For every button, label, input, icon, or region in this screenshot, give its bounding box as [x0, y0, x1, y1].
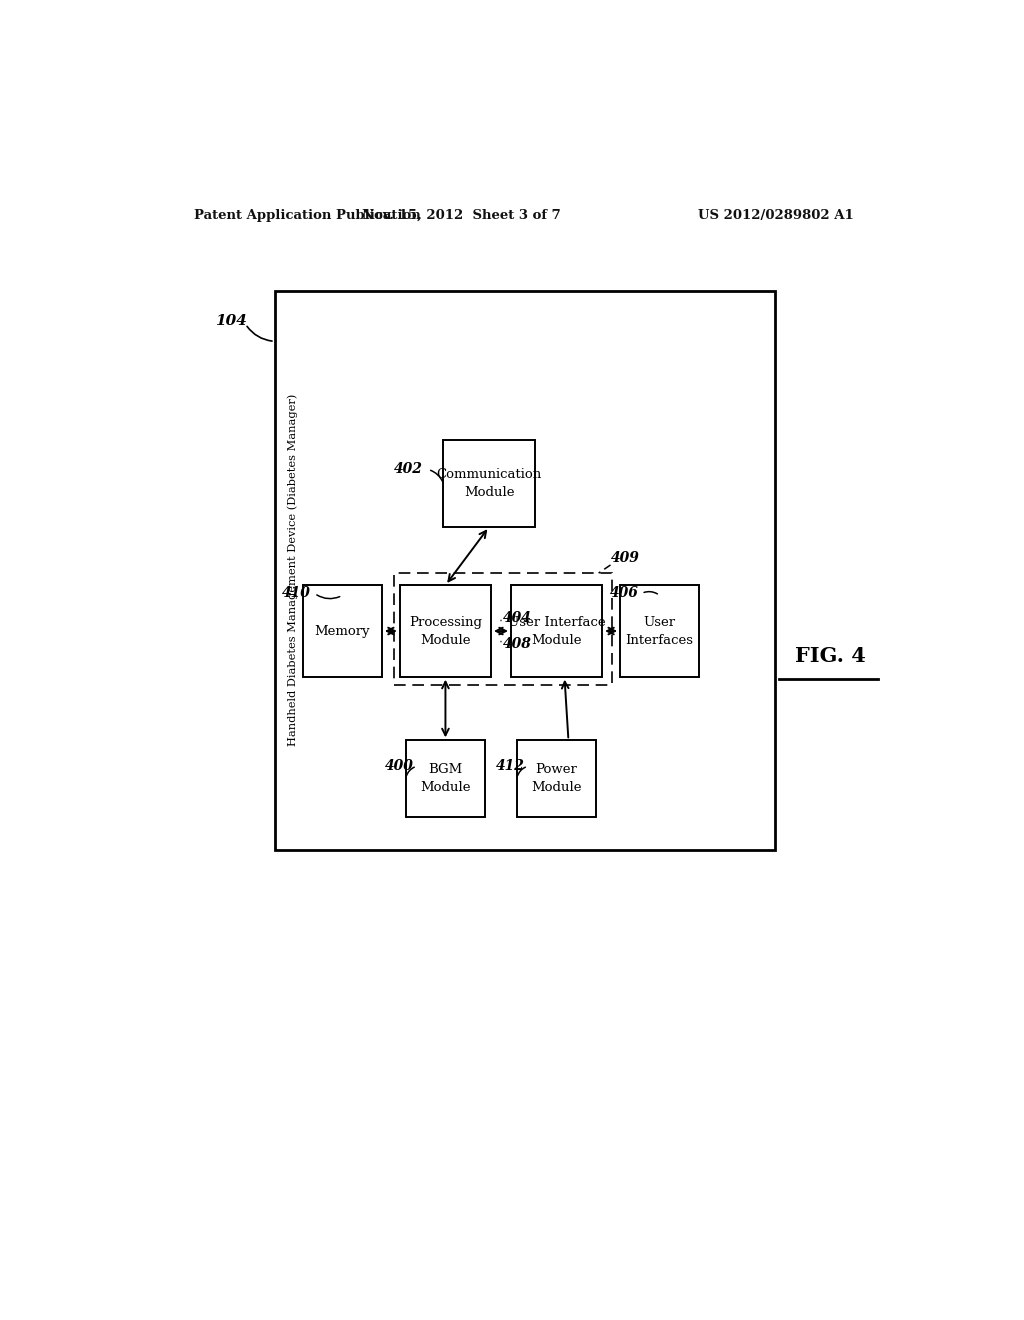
Text: 410: 410	[282, 586, 310, 601]
Bar	[303, 585, 382, 677]
Text: Communication
Module: Communication Module	[436, 469, 542, 499]
Text: User Interface
Module: User Interface Module	[508, 615, 605, 647]
Bar	[443, 441, 535, 527]
Bar	[620, 585, 699, 677]
Text: 408: 408	[504, 638, 532, 651]
Text: FIG. 4: FIG. 4	[795, 647, 865, 667]
Bar	[406, 741, 485, 817]
Bar	[394, 573, 612, 685]
Text: 402: 402	[394, 462, 423, 477]
Text: Power
Module: Power Module	[531, 763, 582, 793]
Text: Patent Application Publication: Patent Application Publication	[194, 209, 421, 222]
Bar	[399, 585, 492, 677]
Text: 406: 406	[609, 586, 638, 601]
Text: Processing
Module: Processing Module	[409, 615, 482, 647]
Text: 104: 104	[215, 314, 247, 329]
Text: US 2012/0289802 A1: US 2012/0289802 A1	[698, 209, 854, 222]
Text: Nov. 15, 2012  Sheet 3 of 7: Nov. 15, 2012 Sheet 3 of 7	[361, 209, 561, 222]
Bar	[274, 290, 775, 850]
Bar	[517, 741, 596, 817]
Text: 409: 409	[610, 550, 639, 565]
Text: Memory: Memory	[314, 624, 370, 638]
Text: BGM
Module: BGM Module	[420, 763, 471, 793]
Bar	[511, 585, 602, 677]
Text: Handheld Diabetes Management Device (Diabetes Manager): Handheld Diabetes Management Device (Dia…	[287, 393, 298, 746]
Text: 404: 404	[504, 611, 532, 624]
Text: User
Interfaces: User Interfaces	[626, 615, 693, 647]
Text: 412: 412	[496, 759, 524, 774]
Text: 400: 400	[385, 759, 414, 774]
